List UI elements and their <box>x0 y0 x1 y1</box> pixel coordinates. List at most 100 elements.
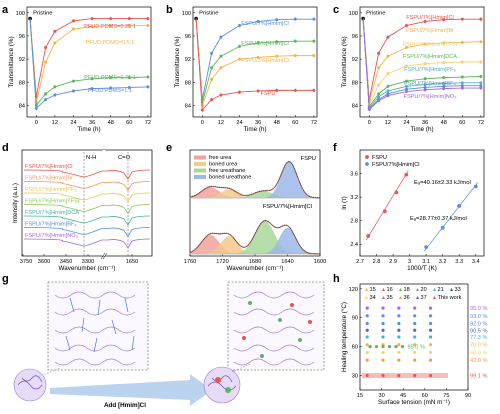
x-tick-label-c: 48 <box>441 120 447 126</box>
ftir-spectrum-0 <box>23 169 151 180</box>
x-tick-label-f: 3.2 <box>439 259 447 265</box>
y-tick-label-h: 60 <box>352 345 358 351</box>
data-point-a-2 <box>72 79 75 83</box>
ref-marker-h-2 <box>397 321 401 326</box>
network-box-before <box>47 281 149 371</box>
data-point-f-1 <box>440 225 445 230</box>
data-point-c-6 <box>460 86 464 90</box>
legend-entry-d-0: FSPU/7%[Hmim]Cl <box>25 164 73 170</box>
x-tick-label-b: 0 <box>201 120 204 126</box>
data-point-c-1 <box>405 46 408 50</box>
data-point-b-2 <box>256 55 260 59</box>
data-point-c-4 <box>386 89 390 93</box>
legend-swatch-e-0 <box>194 155 206 160</box>
data-point-a-1 <box>53 41 57 45</box>
legend-entry-d-6: FSPU/7%[Hmim]NO₃ <box>25 233 78 239</box>
x-tick-label-b: 12 <box>218 120 224 126</box>
y-axis-label-h: Healing temperature (°C) <box>340 302 348 372</box>
data-point-a-0 <box>90 17 94 21</box>
data-point-b-1 <box>238 44 241 48</box>
x-tick-label-h: 30 <box>378 393 384 399</box>
data-point-a-3 <box>34 106 38 110</box>
chart-a: 0 12 24 36 48 60 72 84 88 92 96 100 Time (h) Transmit… <box>8 6 152 133</box>
y-axis-label-a: Transmittance (%) <box>8 36 15 87</box>
legend-entry-c-6: FSPU/7%[Hmim]NO₃ <box>404 94 457 100</box>
data-point-a-0 <box>146 17 150 21</box>
crosslinks-before <box>65 297 135 353</box>
x-tick-label-b: 36 <box>255 120 261 126</box>
data-point-b-2 <box>275 54 279 58</box>
legend-entry-f-0: FSPU <box>372 155 387 161</box>
ref-marker-h-9 <box>374 345 379 349</box>
panel-letter-a: a <box>2 4 9 16</box>
legend-entry-c-3: FSPU/7%[Hmim]DCA <box>403 54 457 60</box>
legend-entry-d-2: FSPU/7%[Hmim]PF₆ <box>25 187 77 193</box>
data-point-c-4 <box>405 84 408 88</box>
data-point-b-1 <box>293 39 297 43</box>
ref-marker-h-0 <box>381 306 385 310</box>
data-point-b-2 <box>238 57 241 61</box>
ions-after <box>242 301 312 358</box>
data-point-c-3 <box>442 76 446 80</box>
data-point-c-3 <box>405 79 408 83</box>
data-point-b-3 <box>293 88 297 92</box>
data-point-b-3 <box>312 88 316 92</box>
x-tick-label-h: 45 <box>400 393 406 399</box>
legend-marker-h-0 <box>365 288 368 291</box>
data-point-b-0 <box>219 35 223 39</box>
data-point-b-3 <box>275 88 279 92</box>
x-tick-label-h: 75 <box>443 393 449 399</box>
x-tick-label-b: 24 <box>236 120 242 126</box>
data-point-c-3 <box>377 92 381 96</box>
legend-entry-e-1: boned urea <box>209 162 238 168</box>
x-tick-label-c: 12 <box>385 120 391 126</box>
data-point-c-3 <box>423 77 427 81</box>
x-tick-label-c: 72 <box>478 120 484 126</box>
ref-marker-h-7 <box>428 358 433 362</box>
ref-marker-h-1 <box>428 314 433 318</box>
ref-marker-h-9 <box>381 345 385 349</box>
ref-marker-h-7 <box>381 358 385 362</box>
x-axis-label-a: Time (h) <box>77 126 100 133</box>
data-point-b-3 <box>200 108 204 112</box>
legend-entry-b-2: FSPU/3%[Hmim]Cl <box>241 58 289 64</box>
ref-marker-h-6 <box>413 350 417 355</box>
legend-entry-b-3: FSPU <box>261 91 276 97</box>
x-tick-label-e: 1720 <box>216 259 228 265</box>
y-tick-label-b: 88 <box>185 80 191 86</box>
legend-entry-h-10: This work <box>438 295 462 301</box>
legend-entry-c-4: FSPU/7%[Hmim]PF₆ <box>404 67 456 73</box>
data-point-a-3 <box>109 86 113 90</box>
ref-marker-h-3 <box>413 328 417 332</box>
axis-break-mark-1 <box>100 252 106 260</box>
ref-marker-h-6 <box>381 350 385 355</box>
data-point-b-0 <box>275 18 279 22</box>
data-point-c-4 <box>460 81 464 85</box>
legend-marker-f-0 <box>365 155 369 159</box>
x-tick-label-f: 2.7 <box>356 259 364 265</box>
data-point-a-0 <box>109 17 113 21</box>
x-axis-label-e: Wavenumber (cm⁻¹) <box>227 265 284 272</box>
y-tick-label-a: 88 <box>19 80 25 86</box>
data-point-c-0 <box>479 17 483 21</box>
polymer-network-before <box>54 291 136 366</box>
y-tick-label-f: 2.4 <box>350 242 358 248</box>
data-point-b-0 <box>256 19 260 23</box>
arrow-to-box-after <box>231 363 251 373</box>
data-point-a-2 <box>146 75 150 79</box>
data-point-a-3 <box>127 85 131 89</box>
legend-marker-h-8 <box>399 296 402 299</box>
x-axis-label-b: Time (h) <box>243 126 266 133</box>
data-point-c-6 <box>442 87 446 91</box>
y-tick-label-h: 30 <box>352 374 358 380</box>
ref-marker-h-0 <box>397 306 401 310</box>
data-point-c-2 <box>460 60 464 64</box>
x-tick-label-f: 2.8 <box>373 259 381 265</box>
data-point-c-5 <box>405 87 408 91</box>
ref-marker-h-0 <box>428 306 433 310</box>
y-tick-label-c: 92 <box>352 57 358 63</box>
data-point-c-2 <box>405 64 408 68</box>
measured-spectrum-fspu-him <box>189 219 321 254</box>
x-tick-label-h: 15 <box>357 393 363 399</box>
x-tick-label-d: 1650 <box>126 259 138 265</box>
